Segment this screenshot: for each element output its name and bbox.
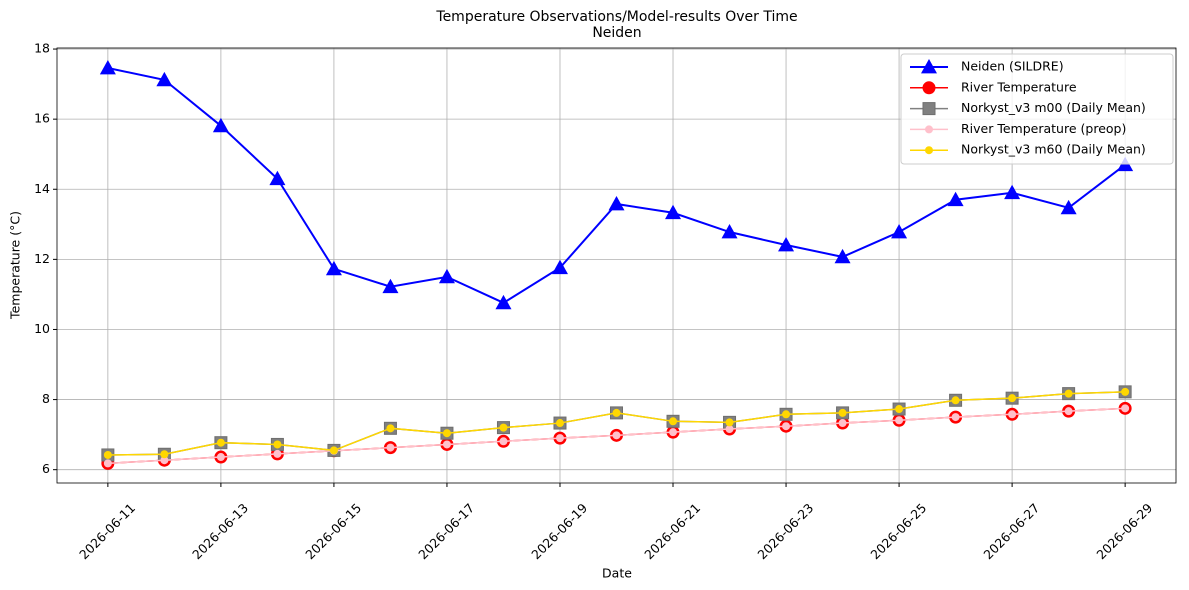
x-tick-label: 2026-06-15 [302,500,364,562]
marker [386,424,395,433]
marker [329,446,338,455]
marker [922,81,936,95]
marker [1004,184,1021,200]
x-tick-label: 2026-06-29 [1093,500,1155,562]
marker [782,422,791,431]
marker [555,419,564,428]
y-tick-label: 10 [34,321,50,336]
marker [922,102,936,116]
marker [951,413,960,422]
marker [612,431,621,440]
marker [495,294,512,310]
marker [778,236,795,252]
x-tick-label: 2026-06-21 [641,500,703,562]
marker [921,59,937,74]
y-tick-label: 14 [34,181,50,196]
marker [160,450,169,459]
marker [782,410,791,419]
marker [1121,404,1130,413]
plot-frame [56,47,1177,484]
legend-label: Neiden (SILDRE) [961,59,1064,74]
marker [1121,387,1130,396]
marker [103,459,112,468]
marker [160,456,169,465]
y-tick-label: 6 [42,461,50,476]
marker [269,170,286,186]
y-tick-label: 8 [42,391,50,406]
marker [216,453,225,462]
marker [273,449,282,458]
marker [725,418,734,427]
x-tick-label: 2026-06-17 [415,500,477,562]
y-tick-label: 12 [34,251,50,266]
marker [669,417,678,426]
marker [725,425,734,434]
marker [212,117,229,133]
marker [442,429,451,438]
legend-label: River Temperature (preop) [961,121,1126,136]
x-tick-label: 2026-06-25 [867,500,929,562]
marker [273,440,282,449]
marker [925,125,933,134]
marker [669,428,678,437]
legend-label: River Temperature [961,79,1077,94]
marker [382,278,399,294]
marker [891,224,908,239]
marker [99,59,116,75]
marker [1064,389,1073,398]
legend-label: Norkyst_v3 m60 (Daily Mean) [961,142,1146,157]
legend-box [900,53,1174,165]
x-tick-label: 2026-06-27 [980,500,1042,562]
x-tick-label: 2026-06-23 [754,500,816,562]
y-axis-label: Temperature (°C) [8,211,23,320]
marker [499,437,508,446]
marker [612,408,621,417]
chart-title: Temperature Observations/Model-results O… [435,9,797,25]
x-tick-label: 2026-06-19 [528,500,590,562]
marker [925,146,933,155]
marker [838,419,847,428]
marker [438,268,455,284]
x-tick-label: 2026-06-13 [189,500,251,562]
marker [442,440,451,449]
marker [895,405,904,414]
y-tick-label: 18 [34,41,50,56]
marker [947,191,964,207]
chart-subtitle: Neiden [592,25,641,41]
marker [1064,407,1073,416]
x-tick-label: 2026-06-11 [76,500,138,562]
marker [555,434,564,443]
series-line [107,391,1126,456]
marker [386,443,395,452]
marker [665,204,682,220]
marker [895,416,904,425]
series-line [107,391,1126,456]
marker [156,71,173,87]
marker [951,396,960,405]
x-axis-label: Date [602,566,632,581]
marker [1008,410,1017,419]
marker [834,248,851,264]
marker [608,195,625,211]
legend-label: Norkyst_v3 m00 (Daily Mean) [961,100,1146,115]
marker [721,224,738,239]
marker [325,260,342,276]
marker [216,438,225,447]
marker [1060,199,1077,215]
marker [499,423,508,432]
y-tick-label: 16 [34,111,50,126]
marker [1008,394,1017,403]
marker [551,259,568,275]
marker [838,408,847,417]
legend: Neiden (SILDRE) River Temperature Norkyst_… [900,53,1174,165]
marker [103,450,112,459]
